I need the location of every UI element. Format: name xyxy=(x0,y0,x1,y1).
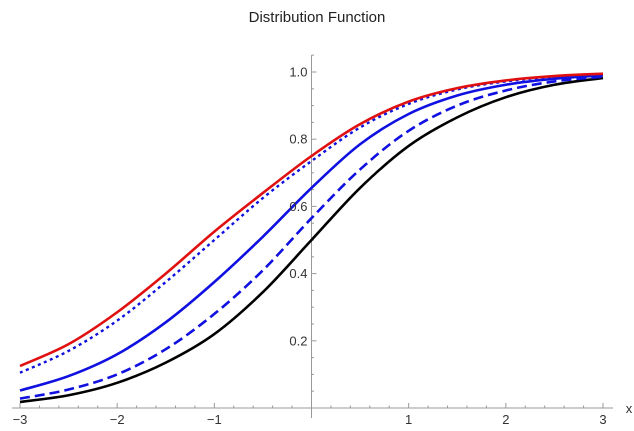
series-line-5 xyxy=(19,72,604,368)
series-line-4 xyxy=(19,73,604,374)
x-tick-label: 3 xyxy=(599,412,606,427)
x-tick-label: 2 xyxy=(502,412,509,427)
x-tick-label: 1 xyxy=(405,412,412,427)
x-tick-label: −2 xyxy=(110,412,125,427)
y-tick-label: 0.4 xyxy=(289,266,307,281)
series-group xyxy=(19,72,604,404)
x-tick-label: −1 xyxy=(207,412,222,427)
y-tick-label: 1.0 xyxy=(289,65,307,80)
tick-labels: −3 −2 −1 1 2 3 0.2 0.4 0.6 0.8 1.0 x xyxy=(13,65,633,428)
series-line-1 xyxy=(19,76,604,404)
y-tick-label: 0.6 xyxy=(289,199,307,214)
y-tick-label: 0.2 xyxy=(289,333,307,348)
series-line-2 xyxy=(19,75,604,400)
series-line-3 xyxy=(19,74,604,392)
chart-title: Distribution Function xyxy=(248,9,386,26)
y-tick-label: 0.8 xyxy=(289,132,307,147)
axes xyxy=(12,54,613,418)
x-axis-label: x xyxy=(626,401,633,416)
x-tick-label: −3 xyxy=(13,412,28,427)
